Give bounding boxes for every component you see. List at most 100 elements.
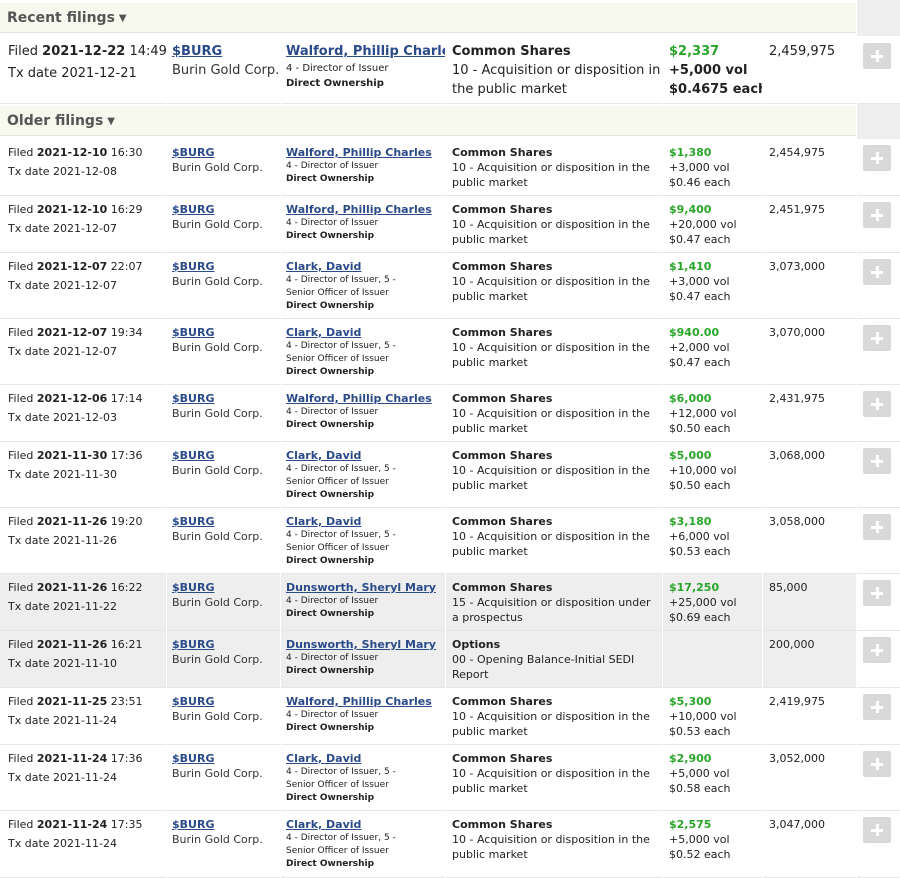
holdings-cell: 2,451,975 [763, 196, 856, 253]
filed-cell: Filed 2021-11-26 19:20 Tx date 2021-11-26 [0, 508, 166, 574]
ticker-link[interactable]: $BURG [172, 638, 215, 651]
ownership-type: Direct Ownership [286, 78, 384, 89]
plus-icon[interactable] [863, 202, 891, 228]
insider-link[interactable]: Clark, David [286, 818, 362, 831]
action-cell [857, 574, 900, 631]
security-cell: Common Shares 10 - Acquisition or disposi… [446, 688, 662, 745]
insider-relationship: 4 - Director of Issuer, 5 - Senior Offic… [286, 833, 396, 856]
company-name: Burin Gold Corp. [172, 407, 263, 420]
ticker-link[interactable]: $BURG [172, 752, 215, 765]
action-cell [857, 196, 900, 253]
tx-prefix: Tx date [8, 66, 58, 81]
action-cell [857, 139, 900, 196]
filed-prefix: Filed [8, 581, 34, 594]
insider-link[interactable]: Walford, Phillip Charles [286, 146, 432, 159]
plus-icon[interactable] [863, 43, 891, 69]
insider-link[interactable]: Clark, David [286, 326, 362, 339]
plus-icon[interactable] [863, 694, 891, 720]
transaction-volume: +12,000 vol [669, 407, 737, 420]
issuer-cell: $BURG Burin Gold Corp. [167, 811, 280, 878]
insider-link[interactable]: Clark, David [286, 260, 362, 273]
amount-cell: $17,250 +25,000 vol $0.69 each [663, 574, 762, 631]
transaction-amount: $2,575 [669, 818, 712, 831]
insider-link[interactable]: Clark, David [286, 449, 362, 462]
security-cell: Common Shares 10 - Acquisition or disposi… [446, 196, 662, 253]
price-per-share: $0.69 each [669, 611, 731, 624]
price-per-share: $0.47 each [669, 290, 731, 303]
security-type: Common Shares [452, 818, 553, 831]
ticker-link[interactable]: $BURG [172, 818, 215, 831]
plus-icon[interactable] [863, 391, 891, 417]
transaction-type: 10 - Acquisition or disposition in the p… [452, 161, 650, 189]
filed-date: 2021-11-24 [36, 818, 108, 831]
company-name: Burin Gold Corp. [172, 530, 263, 543]
company-name: Burin Gold Corp. [172, 218, 263, 231]
holdings-value: 3,068,000 [769, 449, 825, 462]
plus-icon[interactable] [863, 637, 891, 663]
filed-date: 2021-11-26 [36, 638, 108, 651]
tx-date: 2021-12-07 [53, 222, 117, 235]
insider-relationship: 4 - Director of Issuer [286, 653, 379, 663]
insider-link[interactable]: Dunsworth, Sheryl Mary [286, 638, 436, 651]
insider-link[interactable]: Walford, Phillip Charles [286, 44, 445, 59]
ticker-link[interactable]: $BURG [172, 260, 215, 273]
plus-icon[interactable] [863, 145, 891, 171]
chevron-down-icon: ▼ [118, 13, 127, 24]
plus-icon[interactable] [863, 751, 891, 777]
issuer-cell: $BURG Burin Gold Corp. [167, 688, 280, 745]
security-cell: Common Shares 10 - Acquisition or disposi… [446, 811, 662, 878]
insider-link[interactable]: Walford, Phillip Charles [286, 695, 432, 708]
ownership-type: Direct Ownership [286, 723, 375, 733]
price-per-share: $0.53 each [669, 725, 731, 738]
filed-date: 2021-11-26 [36, 515, 108, 528]
ticker-link[interactable]: $BURG [172, 326, 215, 339]
insider-link[interactable]: Walford, Phillip Charles [286, 203, 432, 216]
filed-cell: Filed 2021-12-10 16:30 Tx date 2021-12-08 [0, 139, 166, 196]
insider-link[interactable]: Dunsworth, Sheryl Mary [286, 581, 436, 594]
filed-time: 17:36 [110, 449, 143, 462]
ticker-link[interactable]: $BURG [172, 581, 215, 594]
insider-link[interactable]: Walford, Phillip Charles [286, 392, 432, 405]
plus-icon[interactable] [863, 448, 891, 474]
ticker-link[interactable]: $BURG [172, 392, 215, 405]
insider-relationship: 4 - Director of Issuer [286, 407, 379, 417]
recent-filings-header[interactable]: Recent filings ▼ [0, 3, 856, 33]
ticker-link[interactable]: $BURG [172, 695, 215, 708]
security-type: Common Shares [452, 515, 553, 528]
action-cell [857, 253, 900, 319]
tx-date: 2021-12-07 [53, 345, 117, 358]
insider-link[interactable]: Clark, David [286, 515, 362, 528]
filed-cell: Filed 2021-12-06 17:14 Tx date 2021-12-03 [0, 385, 166, 442]
insider-link[interactable]: Clark, David [286, 752, 362, 765]
ticker-link[interactable]: $BURG [172, 449, 215, 462]
filed-date: 2021-12-07 [36, 260, 108, 273]
filed-cell: Filed 2021-11-26 16:22 Tx date 2021-11-22 [0, 574, 166, 631]
insider-relationship: 4 - Director of Issuer, 5 - Senior Offic… [286, 341, 396, 364]
plus-icon[interactable] [863, 514, 891, 540]
filed-time: 17:35 [110, 818, 143, 831]
insider-relationship: 4 - Director of Issuer [286, 161, 379, 171]
plus-icon[interactable] [863, 580, 891, 606]
insider-cell: Clark, David 4 - Director of Issuer, 5 - … [281, 811, 445, 878]
insider-relationship: 4 - Director of Issuer, 5 - Senior Offic… [286, 464, 396, 487]
ownership-type: Direct Ownership [286, 174, 375, 184]
tx-prefix: Tx date [8, 534, 50, 547]
plus-icon[interactable] [863, 817, 891, 843]
ticker-link[interactable]: $BURG [172, 146, 215, 159]
amount-cell: $2,575 +5,000 vol $0.52 each [663, 811, 762, 878]
issuer-cell: $BURG Burin Gold Corp. [167, 253, 280, 319]
insider-cell: Walford, Phillip Charles 4 - Director of … [281, 688, 445, 745]
ticker-link[interactable]: $BURG [172, 44, 223, 59]
filed-prefix: Filed [8, 146, 34, 159]
ticker-link[interactable]: $BURG [172, 203, 215, 216]
price-per-share: $0.4675 each [669, 82, 762, 97]
transaction-volume: +5,000 vol [669, 833, 730, 846]
ticker-link[interactable]: $BURG [172, 515, 215, 528]
plus-icon[interactable] [863, 259, 891, 285]
filed-time: 16:30 [110, 146, 143, 159]
plus-icon[interactable] [863, 325, 891, 351]
issuer-cell: $BURG Burin Gold Corp. [167, 196, 280, 253]
transaction-volume: +10,000 vol [669, 710, 737, 723]
older-filings-header[interactable]: Older filings ▼ [0, 106, 856, 136]
company-name: Burin Gold Corp. [172, 63, 280, 78]
